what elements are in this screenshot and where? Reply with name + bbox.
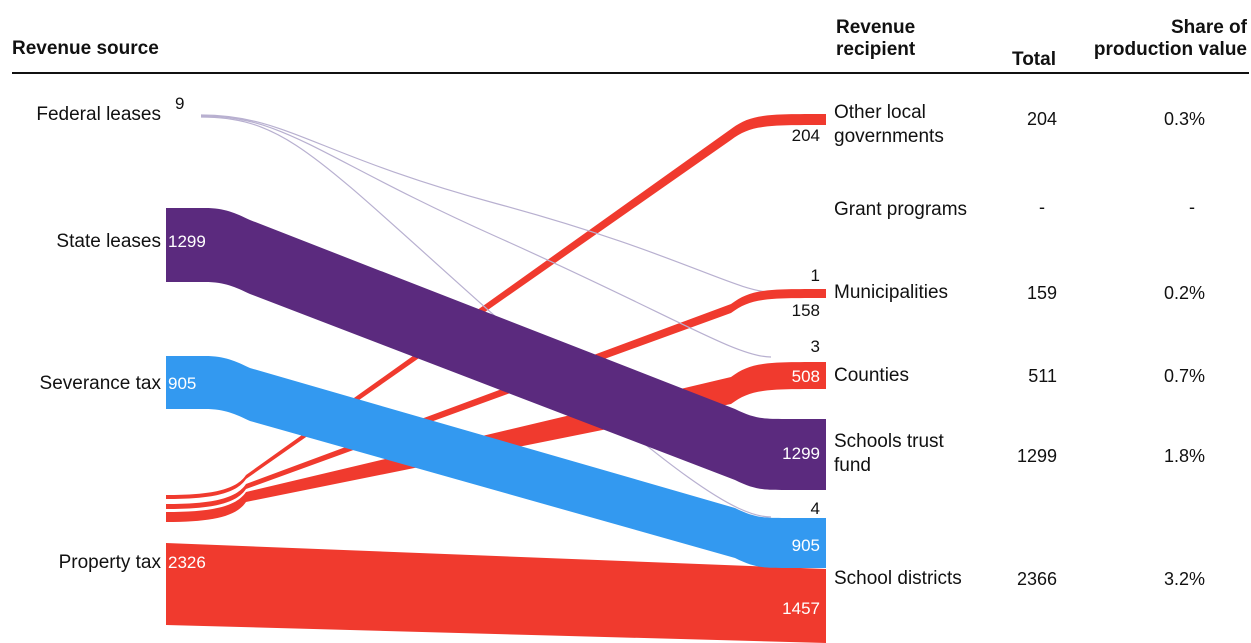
header-total: Total: [1012, 49, 1056, 70]
header-revenue-recipient: Revenue recipient: [836, 17, 915, 61]
source-label-property-tax: Property tax: [58, 552, 161, 573]
flow-band-federal-leases-to-municipalities: [200, 114, 772, 293]
flow-value-property-school-districts: 1457: [782, 599, 820, 618]
share-counties: 0.7%: [1163, 366, 1205, 386]
source-value-state-leases: 1299: [168, 232, 206, 251]
total-other-local: 204: [1026, 109, 1057, 129]
total-municipalities: 159: [1026, 283, 1057, 303]
recipient-label-counties: Counties: [834, 365, 909, 386]
recipient-line1: Schools trust: [834, 431, 944, 452]
recipient-label-grant-programs: Grant programs: [834, 199, 968, 220]
recipient-label-school-districts: School districts: [834, 568, 962, 589]
flow-value-state-schools-trust: 1299: [782, 444, 820, 463]
flow-value-severance-school-districts: 905: [791, 536, 820, 555]
share-school-districts: 3.2%: [1163, 569, 1205, 589]
flow-band-federal-leases-to-counties: [200, 115, 772, 358]
header-share-line1: Share of: [1170, 17, 1247, 38]
recipient-label-other-local: Other local governments: [834, 101, 944, 149]
flow-band-property-tax-to-municipalities: [166, 289, 826, 509]
flow-value-property-municipalities: 158: [791, 301, 820, 320]
flow-band-state-leases-to-schools-trust-fund: [166, 208, 826, 490]
total-counties: 511: [1028, 366, 1057, 386]
header-recipient-line2: recipient: [836, 39, 916, 60]
header-recipient-line1: Revenue: [836, 17, 916, 38]
source-value-federal-leases: 9: [175, 94, 185, 113]
share-grant-programs: -: [1189, 197, 1195, 217]
share-other-local: 0.3%: [1163, 109, 1205, 129]
flow-value-property-other-local: 204: [791, 126, 820, 145]
flow-value-federal-school-districts: 4: [810, 499, 820, 518]
source-label-state-leases: State leases: [56, 231, 161, 252]
source-label-federal-leases: Federal leases: [36, 104, 161, 125]
flow-band-property-tax-to-school-districts: [166, 543, 826, 643]
recipient-label-schools-trust: Schools trust fund: [834, 430, 944, 478]
recipient-line2: governments: [834, 126, 944, 147]
total-grant-programs: -: [1039, 197, 1045, 217]
total-schools-trust: 1299: [1016, 446, 1057, 466]
header-share: Share of production value: [1094, 17, 1247, 61]
recipient-label-municipalities: Municipalities: [834, 282, 949, 303]
header-revenue-source: Revenue source: [12, 38, 159, 59]
share-schools-trust: 1.8%: [1163, 446, 1205, 466]
flow-value-federal-counties: 3: [810, 337, 820, 356]
recipient-line2: fund: [834, 455, 871, 476]
total-school-districts: 2366: [1016, 569, 1057, 589]
source-label-severance-tax: Severance tax: [39, 373, 161, 394]
share-municipalities: 0.2%: [1163, 283, 1205, 303]
header-rule: [12, 72, 1249, 74]
source-value-property-tax: 2326: [168, 553, 206, 572]
flow-value-federal-municipalities: 1: [810, 266, 820, 285]
source-value-severance-tax: 905: [168, 374, 197, 393]
flow-value-property-counties: 508: [791, 367, 820, 386]
recipient-line1: Other local: [834, 102, 926, 123]
header-share-line2: production value: [1093, 39, 1247, 60]
flow-band-severance-tax-to-school-districts: [166, 356, 826, 568]
